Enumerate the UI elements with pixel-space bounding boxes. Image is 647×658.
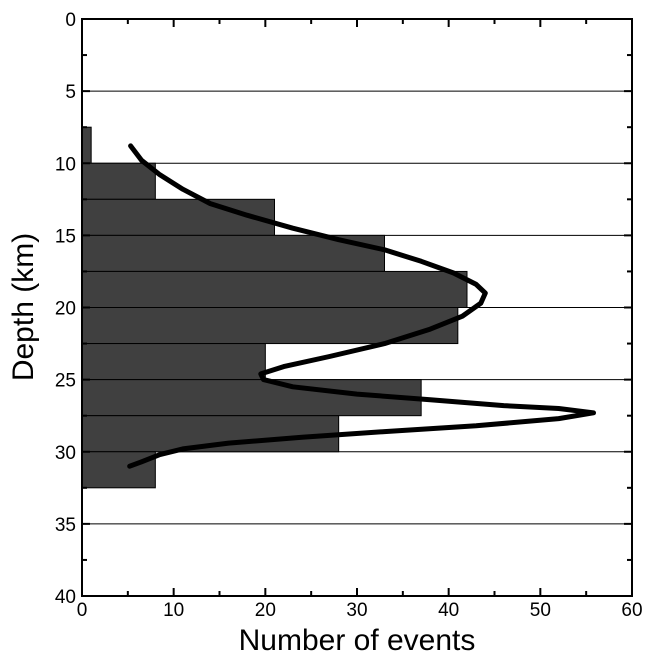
fit-curve-layer — [127, 143, 596, 469]
y-tick-label: 15 — [55, 226, 76, 247]
histogram-bar — [81, 270, 468, 308]
x-tick-label: 40 — [438, 600, 459, 621]
plot-frame — [81, 18, 633, 597]
y-tick-label: 20 — [55, 299, 76, 320]
fit-curve — [127, 143, 596, 469]
x-tick-label: 10 — [163, 600, 184, 621]
histogram-bar — [81, 379, 422, 417]
x-tick-label: 60 — [621, 600, 642, 621]
x-tick-label: 20 — [255, 600, 276, 621]
x-tick-label: 0 — [77, 600, 88, 621]
y-tick-label: 30 — [55, 443, 76, 464]
y-tick-label: 5 — [65, 82, 76, 103]
histogram-bar — [81, 234, 385, 272]
histogram-bars — [81, 126, 468, 489]
histogram-bar — [81, 162, 156, 200]
histogram-bar — [81, 126, 92, 164]
y-tick-label: 25 — [55, 371, 76, 392]
x-tick-label: 50 — [530, 600, 551, 621]
histogram-bar — [81, 343, 266, 381]
tick-labels: 0 10 20 30 40 50 60 0 5 10 15 20 25 30 35 40 — [55, 10, 643, 621]
histogram-bar — [81, 451, 156, 489]
y-tick-label: 35 — [55, 515, 76, 536]
y-tick-label: 0 — [65, 10, 76, 31]
y-axis-title: Depth (km) — [7, 233, 40, 381]
y-tick-label: 40 — [55, 587, 76, 608]
x-axis-title: Number of events — [239, 624, 476, 657]
histogram-bar — [81, 307, 459, 345]
y-tick-label: 10 — [55, 154, 76, 175]
x-tick-label: 30 — [346, 600, 367, 621]
